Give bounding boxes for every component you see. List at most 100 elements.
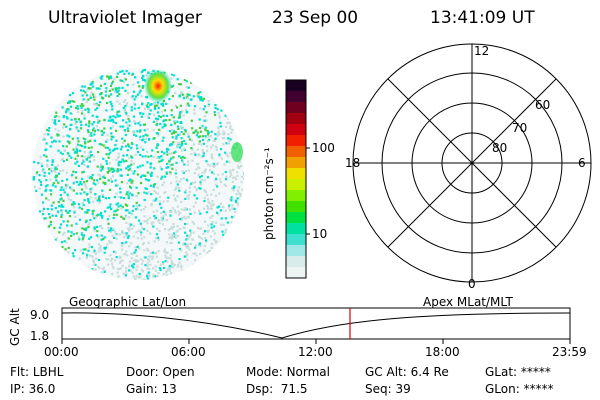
speckle — [139, 165, 142, 168]
speckle — [45, 179, 48, 182]
speckle — [123, 77, 126, 80]
speckle — [108, 169, 111, 172]
speckle — [62, 205, 65, 208]
speckle — [90, 96, 93, 99]
speckle — [110, 132, 113, 135]
speckle — [94, 108, 97, 111]
speckle — [198, 126, 202, 130]
mlt-label-6: 6 — [578, 156, 586, 170]
speckle — [152, 221, 155, 224]
speckle — [153, 113, 156, 116]
speckle — [110, 82, 113, 85]
speckle — [154, 237, 158, 240]
speckle — [82, 170, 85, 173]
x-label-1800: 18:00 — [425, 345, 460, 359]
colorbar-stripe — [286, 256, 306, 268]
speckle — [175, 135, 178, 138]
speckle — [107, 75, 110, 78]
speckle — [37, 162, 40, 165]
speckle — [45, 188, 48, 191]
speckle — [133, 251, 136, 254]
speckle — [198, 142, 201, 146]
speckle — [131, 194, 134, 197]
speckle — [106, 218, 110, 221]
speckle — [170, 109, 173, 112]
speckle — [67, 195, 70, 198]
speckle — [165, 256, 168, 259]
speckle — [155, 209, 159, 212]
speckle — [169, 241, 172, 245]
speckle — [96, 213, 99, 216]
speckle — [82, 160, 85, 163]
status-seq: Seq: 39 — [365, 382, 411, 396]
speckle — [172, 141, 175, 144]
speckle — [168, 118, 171, 121]
speckle — [130, 109, 133, 112]
speckle — [91, 268, 94, 271]
speckle — [227, 206, 230, 209]
speckle — [105, 87, 108, 90]
speckle — [91, 210, 94, 213]
speckle — [66, 117, 69, 120]
speckle — [184, 222, 187, 226]
speckle — [184, 242, 187, 245]
speckle — [232, 186, 235, 189]
speckle — [40, 183, 43, 186]
speckle — [219, 202, 222, 205]
speckle — [217, 213, 220, 216]
speckle — [207, 224, 210, 227]
speckle — [146, 248, 149, 251]
speckle — [120, 215, 123, 218]
speckle — [147, 71, 150, 74]
speckle — [154, 105, 157, 108]
speckle — [219, 125, 222, 128]
speckle — [181, 159, 184, 162]
speckle — [88, 243, 91, 246]
speckle — [171, 136, 174, 139]
speckle — [136, 81, 140, 84]
speckle — [189, 229, 192, 232]
speckle — [147, 116, 150, 119]
speckle — [114, 251, 117, 254]
speckle — [130, 146, 133, 150]
speckle — [214, 133, 217, 136]
speckle — [223, 183, 226, 186]
speckle — [160, 155, 163, 158]
speckle — [189, 98, 192, 101]
speckle — [128, 222, 131, 226]
speckle — [108, 240, 111, 243]
speckle — [147, 258, 150, 261]
speckle — [192, 222, 196, 225]
speckle — [170, 157, 173, 160]
speckle — [99, 245, 102, 248]
speckle — [227, 133, 230, 136]
speckle — [51, 159, 54, 162]
speckle — [143, 215, 146, 218]
speckle — [102, 195, 105, 198]
speckle — [119, 79, 122, 82]
speckle — [108, 77, 111, 80]
speckle — [67, 230, 70, 233]
speckle — [96, 107, 99, 110]
speckle — [218, 153, 221, 156]
speckle — [90, 177, 94, 180]
speckle — [165, 119, 168, 122]
speckle — [119, 187, 122, 190]
speckle — [236, 175, 239, 178]
speckle — [117, 115, 120, 118]
speckle — [176, 183, 179, 186]
status-glon: GLon: ***** — [485, 382, 554, 396]
speckle — [144, 187, 147, 190]
speckle — [126, 279, 129, 280]
altitude-strip — [61, 307, 571, 344]
speckle — [86, 211, 89, 214]
speckle — [122, 106, 125, 109]
speckle — [113, 77, 116, 80]
speckle — [240, 175, 243, 179]
speckle — [70, 188, 73, 191]
speckle — [120, 148, 123, 151]
speckle — [87, 108, 90, 111]
speckle — [32, 177, 35, 180]
speckle — [174, 91, 177, 95]
speckle — [81, 237, 85, 240]
